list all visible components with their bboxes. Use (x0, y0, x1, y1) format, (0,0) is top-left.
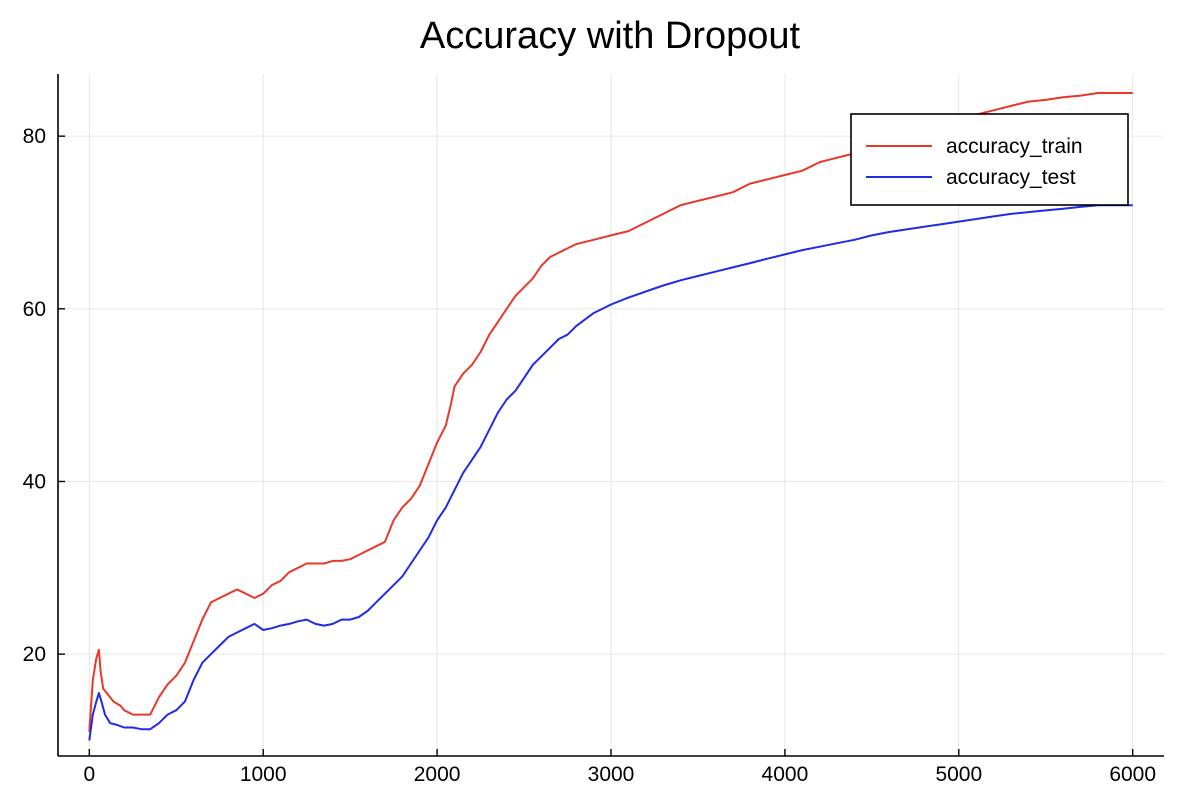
y-tick-label: 40 (23, 470, 46, 493)
legend-label-accuracy-train: accuracy_train (946, 135, 1083, 158)
legend-label-accuracy-test: accuracy_test (946, 166, 1076, 189)
x-tick-label: 5000 (935, 763, 982, 786)
x-tick-label: 0 (83, 763, 95, 786)
legend: accuracy_train accuracy_test (850, 113, 1129, 206)
x-tick-label: 1000 (240, 763, 287, 786)
y-tick-label: 20 (23, 643, 46, 666)
x-tick-label: 6000 (1109, 763, 1156, 786)
y-tick-label: 80 (23, 125, 46, 148)
y-ticks: 20 40 60 80 (23, 125, 65, 666)
series-line-accuracy-test (88, 204, 1133, 741)
x-ticks: 0 1000 2000 3000 4000 5000 6000 (83, 749, 1156, 786)
x-tick-label: 3000 (588, 763, 635, 786)
chart-title: Accuracy with Dropout (420, 15, 801, 57)
y-tick-label: 60 (23, 298, 46, 321)
x-tick-label: 2000 (414, 763, 461, 786)
legend-box (850, 113, 1129, 206)
x-tick-label: 4000 (762, 763, 809, 786)
